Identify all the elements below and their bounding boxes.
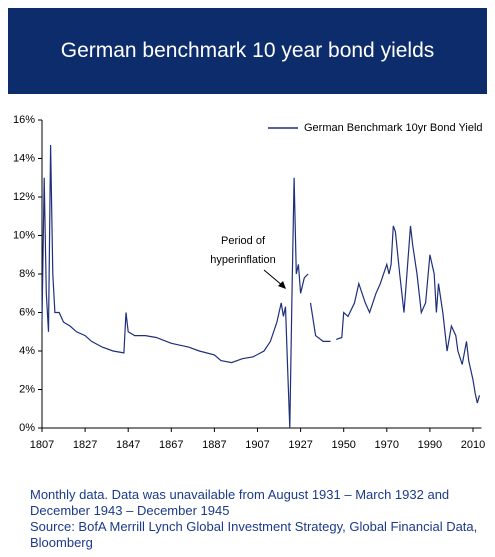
x-tick-label: 1847 [116, 439, 140, 451]
x-tick-label: 1807 [30, 439, 54, 451]
chart-title: German benchmark 10 year bond yields [8, 8, 487, 94]
x-tick-label: 1970 [375, 439, 399, 451]
x-tick-label: 1990 [418, 439, 442, 451]
y-tick-label: 6% [19, 306, 35, 318]
line [41, 144, 481, 429]
x-tick-label: 1927 [288, 439, 312, 451]
arrow-head [278, 281, 286, 289]
y-tick-label: 10% [13, 229, 35, 241]
x-tick-label: 1887 [202, 439, 226, 451]
chart: 0% 2% 4% 6% 8% 10% 12% 14% 16% 1807 1827 1847 1867 18… [13, 114, 485, 451]
y-tick-label: 0% [19, 422, 35, 434]
legend-label: German Benchmark 10yr Bond Yield [304, 122, 483, 134]
annotation-arrow [263, 269, 284, 287]
y-tick-label: 16% [13, 114, 35, 126]
source: Source: BofA Merrill Lynch Global Invest… [30, 519, 478, 550]
x-tick-label: 2010 [461, 439, 485, 451]
annotation: Period of [221, 235, 266, 247]
y-tick-label: 12% [13, 191, 35, 203]
y-tick-label: 4% [19, 345, 35, 357]
y-tick-label: 2% [19, 383, 35, 395]
x-tick-label: 1867 [159, 439, 183, 451]
y-tick-label: 14% [13, 152, 35, 164]
note: Monthly data. Data was unavailable from … [30, 487, 450, 518]
x-tick-label: 1907 [245, 439, 269, 451]
x-tick-label: 1827 [73, 439, 97, 451]
annotation: hyperinflation [210, 254, 275, 266]
x-tick-label: 1950 [331, 439, 355, 451]
y-tick-label: 8% [19, 268, 35, 280]
